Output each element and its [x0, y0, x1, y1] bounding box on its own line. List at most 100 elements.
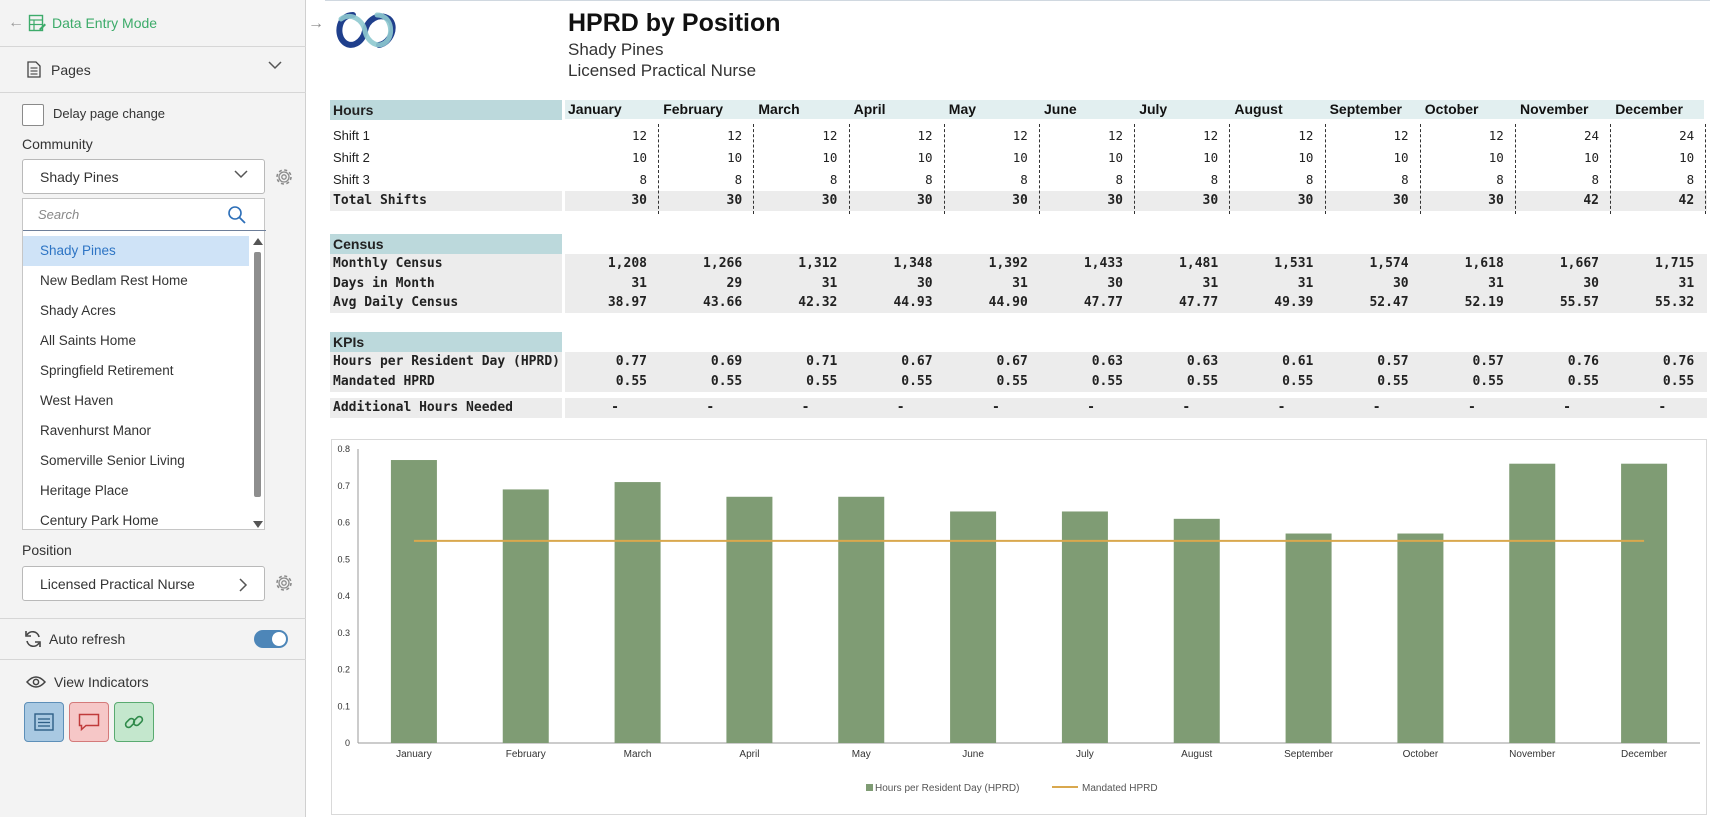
- table-cell[interactable]: 30: [916, 193, 933, 208]
- scroll-up-arrow-icon[interactable]: [253, 238, 263, 245]
- table-cell[interactable]: 8: [829, 172, 838, 187]
- table-cell[interactable]: 44.90: [988, 295, 1028, 310]
- table-cell[interactable]: 10: [1298, 150, 1314, 165]
- position-settings-gear-icon[interactable]: [273, 572, 295, 594]
- table-cell[interactable]: 0.55: [615, 374, 647, 389]
- table-cell[interactable]: -: [1087, 400, 1095, 415]
- table-cell[interactable]: 10: [1488, 150, 1504, 165]
- table-cell[interactable]: 1,266: [703, 256, 743, 271]
- table-cell[interactable]: 0.55: [1567, 374, 1599, 389]
- table-cell[interactable]: 10: [1107, 150, 1123, 165]
- table-cell[interactable]: 8: [734, 172, 743, 187]
- table-cell[interactable]: 12: [631, 128, 647, 143]
- table-cell[interactable]: 44.93: [893, 295, 933, 310]
- table-cell[interactable]: 30: [1392, 193, 1409, 208]
- table-cell[interactable]: -: [1372, 400, 1381, 415]
- table-cell[interactable]: 31: [1678, 276, 1695, 291]
- table-cell[interactable]: 12: [1298, 128, 1314, 143]
- scrollbar-thumb[interactable]: [254, 252, 261, 497]
- table-cell[interactable]: 55.57: [1559, 295, 1599, 310]
- table-cell[interactable]: -: [1277, 400, 1286, 415]
- table-cell[interactable]: 12: [1107, 128, 1123, 143]
- table-cell[interactable]: 10: [1012, 150, 1028, 165]
- pages-section-header[interactable]: Pages: [0, 47, 306, 93]
- link-indicator-button[interactable]: [114, 702, 154, 742]
- table-cell[interactable]: -: [801, 400, 810, 415]
- table-cell[interactable]: 0.63: [1091, 354, 1123, 369]
- table-cell[interactable]: 52.19: [1464, 295, 1504, 310]
- community-option[interactable]: Heritage Place: [40, 483, 129, 498]
- table-cell[interactable]: -: [991, 400, 1000, 415]
- table-cell[interactable]: 10: [1393, 150, 1409, 165]
- table-cell[interactable]: 30: [1202, 193, 1219, 208]
- table-cell[interactable]: 47.77: [1179, 295, 1219, 310]
- table-cell[interactable]: 12: [1012, 128, 1028, 143]
- table-cell[interactable]: 1,667: [1559, 256, 1599, 271]
- table-cell[interactable]: 0.55: [710, 374, 743, 389]
- table-cell[interactable]: 10: [822, 150, 838, 165]
- table-cell[interactable]: 0.71: [806, 354, 838, 369]
- table-cell[interactable]: 0.67: [901, 354, 933, 369]
- table-cell[interactable]: 10: [917, 150, 933, 165]
- table-cell[interactable]: 30: [631, 193, 647, 208]
- table-cell[interactable]: 8: [1115, 172, 1123, 187]
- table-cell[interactable]: 8: [1020, 172, 1028, 187]
- table-cell[interactable]: 0.55: [996, 374, 1028, 389]
- community-option[interactable]: All Saints Home: [40, 333, 137, 348]
- table-cell[interactable]: 31: [1488, 276, 1504, 291]
- table-cell[interactable]: 30: [1488, 193, 1504, 208]
- table-cell[interactable]: 31: [631, 276, 647, 291]
- table-cell[interactable]: 30: [1012, 193, 1028, 208]
- table-cell[interactable]: 31: [1297, 276, 1314, 291]
- table-cell[interactable]: 12: [822, 128, 838, 143]
- table-cell[interactable]: 8: [925, 172, 933, 187]
- table-cell[interactable]: 31: [1202, 276, 1219, 291]
- table-cell[interactable]: 0.63: [1186, 354, 1219, 369]
- table-cell[interactable]: 8: [1210, 172, 1219, 187]
- table-cell[interactable]: 31: [821, 276, 838, 291]
- table-cell[interactable]: 10: [631, 150, 647, 165]
- table-cell[interactable]: 1,574: [1369, 256, 1409, 271]
- table-cell[interactable]: -: [1467, 400, 1476, 415]
- table-cell[interactable]: 1,433: [1083, 256, 1123, 271]
- table-cell[interactable]: 30: [916, 276, 933, 291]
- community-option[interactable]: New Bedlam Rest Home: [40, 273, 188, 288]
- table-cell[interactable]: 12: [917, 128, 933, 143]
- table-cell[interactable]: 10: [1203, 150, 1219, 165]
- table-cell[interactable]: 8: [1686, 172, 1695, 187]
- table-cell[interactable]: 0.76: [1567, 354, 1599, 369]
- back-arrow-icon[interactable]: ←: [8, 14, 24, 31]
- community-option[interactable]: Ravenhurst Manor: [40, 423, 152, 438]
- table-cell[interactable]: 49.39: [1274, 295, 1314, 310]
- table-cell[interactable]: 42: [1583, 193, 1599, 208]
- table-cell[interactable]: 0.77: [615, 354, 647, 369]
- table-cell[interactable]: 12: [727, 128, 743, 143]
- table-cell[interactable]: 12: [1393, 128, 1409, 143]
- community-search-input[interactable]: [23, 199, 223, 230]
- search-icon[interactable]: [227, 205, 247, 225]
- dropdown-scrollbar[interactable]: [252, 236, 264, 530]
- table-cell[interactable]: 30: [1297, 193, 1314, 208]
- table-cell[interactable]: 1,481: [1179, 256, 1219, 271]
- table-cell[interactable]: 24: [1679, 128, 1695, 143]
- delay-page-change-checkbox[interactable]: [22, 104, 44, 126]
- table-cell[interactable]: 1,715: [1655, 256, 1695, 271]
- table-cell[interactable]: 43.66: [703, 295, 743, 310]
- table-cell[interactable]: 0.55: [806, 374, 838, 389]
- community-option[interactable]: Springfield Retirement: [40, 363, 174, 378]
- table-cell[interactable]: 30: [1583, 276, 1599, 291]
- community-option[interactable]: Shady Pines: [23, 236, 249, 266]
- scroll-down-arrow-icon[interactable]: [253, 521, 263, 528]
- table-cell[interactable]: 10: [1679, 150, 1695, 165]
- table-cell[interactable]: 0.55: [1662, 374, 1695, 389]
- table-cell[interactable]: 30: [821, 193, 838, 208]
- table-cell[interactable]: 8: [1591, 172, 1599, 187]
- table-cell[interactable]: 1,392: [988, 256, 1028, 271]
- table-cell[interactable]: 8: [1496, 172, 1504, 187]
- table-cell[interactable]: 1,618: [1464, 256, 1504, 271]
- table-cell[interactable]: 1,208: [607, 256, 647, 271]
- community-option[interactable]: West Haven: [40, 393, 114, 408]
- list-indicator-button[interactable]: [24, 702, 64, 742]
- auto-refresh-toggle[interactable]: [254, 630, 288, 648]
- table-cell[interactable]: 12: [1488, 128, 1504, 143]
